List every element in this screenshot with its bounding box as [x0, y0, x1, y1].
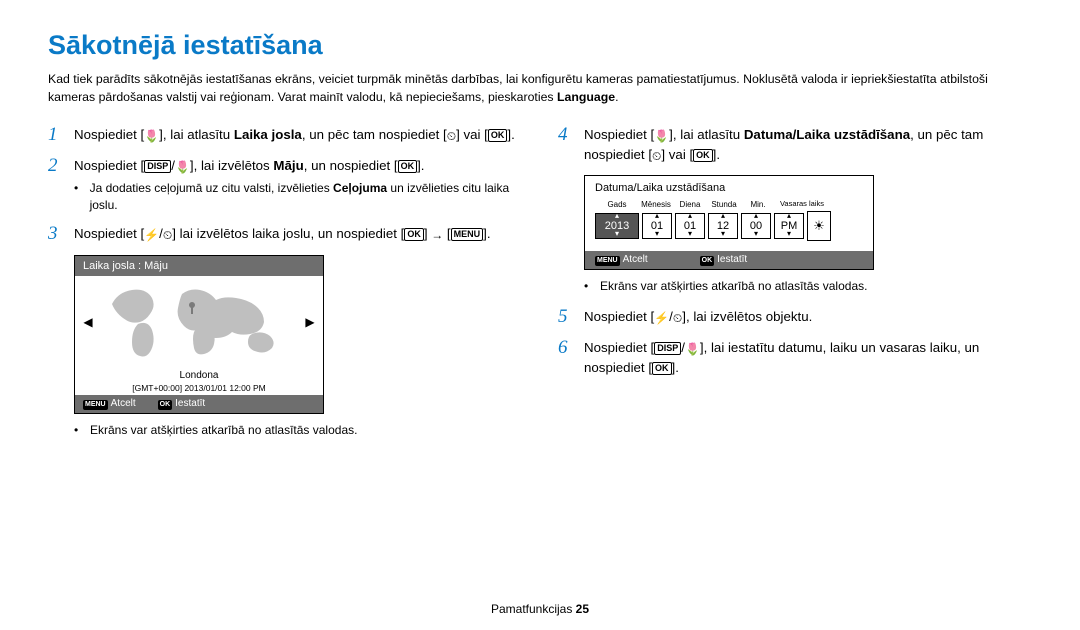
tz-gmt: [GMT+00:00] 2013/01/01 12:00 PM: [75, 383, 323, 395]
year-spinner[interactable]: ▴2013▾: [595, 213, 639, 239]
timezone-screenshot: Laika josla : Māju ◀ ▶: [74, 255, 324, 414]
intro-text: Kad tiek parādīts sākotnējās iestatīšana…: [48, 71, 1032, 107]
disp-icon: DISP: [654, 342, 681, 355]
tz-city: Londona: [75, 368, 323, 383]
ampm-spinner[interactable]: ▴PM▾: [774, 213, 804, 239]
month-spinner[interactable]: ▴01▾: [642, 213, 672, 239]
macro-icon: 🌷: [685, 340, 700, 358]
tz-next-button[interactable]: ▶: [303, 315, 317, 329]
step-number-4: 4: [558, 125, 574, 165]
menu-icon: MENU: [451, 228, 484, 241]
arrow-icon: →: [431, 226, 443, 244]
step-3-text: Nospiediet [⚡/⏲] lai izvēlētos laika jos…: [74, 224, 522, 245]
step-number-1: 1: [48, 125, 64, 146]
step-1-text: Nospiediet [🌷], lai atlasītu Laika josla…: [74, 125, 522, 146]
step-number-2: 2: [48, 156, 64, 215]
step-6-text: Nospiediet [DISP/🌷], lai iestatītu datum…: [584, 338, 1032, 378]
ok-icon: OK: [652, 362, 672, 375]
ok-icon: OK: [488, 129, 508, 142]
dt-title: Datuma/Laika uzstādīšana: [595, 182, 863, 194]
timer-icon: ⏲: [447, 127, 456, 145]
left-note: •Ekrāns var atšķirties atkarībā no atlas…: [74, 422, 522, 439]
dt-set-button[interactable]: OKIestatīt: [700, 254, 748, 266]
right-note: •Ekrāns var atšķirties atkarībā no atlas…: [584, 278, 1032, 295]
macro-icon: 🌷: [654, 127, 669, 145]
ok-icon: OK: [693, 149, 713, 162]
ok-icon: OK: [404, 228, 424, 241]
page-title: Sākotnējā iestatīšana: [48, 30, 1032, 61]
step-2-note: • Ja dodaties ceļojumā uz citu valsti, i…: [74, 180, 522, 215]
flash-icon: ⚡: [654, 309, 669, 327]
step-number-6: 6: [558, 338, 574, 378]
ok-icon: OK: [398, 160, 418, 173]
disp-icon: DISP: [144, 160, 171, 173]
dst-toggle[interactable]: ☀: [807, 211, 831, 241]
right-column: 4 Nospiediet [🌷], lai atlasītu Datuma/La…: [558, 125, 1032, 440]
tz-prev-button[interactable]: ◀: [81, 315, 95, 329]
footer: Pamatfunkcijas 25: [0, 602, 1080, 616]
world-map-icon: [104, 282, 294, 362]
minute-spinner[interactable]: ▴00▾: [741, 213, 771, 239]
step-number-3: 3: [48, 224, 64, 245]
dt-labels: Gads Mēnesis Diena Stunda Min. Vasaras l…: [595, 200, 863, 209]
timer-icon: ⏲: [652, 147, 661, 165]
timer-icon: ⏲: [673, 309, 682, 327]
step-number-5: 5: [558, 307, 574, 328]
tz-cancel-button[interactable]: MENUAtcelt: [83, 398, 136, 410]
macro-icon: 🌷: [175, 158, 190, 176]
flash-icon: ⚡: [144, 226, 159, 244]
timer-icon: ⏲: [163, 226, 172, 244]
datetime-screenshot: Datuma/Laika uzstādīšana Gads Mēnesis Di…: [584, 175, 874, 270]
dt-cancel-button[interactable]: MENUAtcelt: [595, 254, 648, 266]
tz-set-button[interactable]: OKIestatīt: [158, 398, 206, 410]
step-2-text: Nospiediet [DISP/🌷], lai izvēlētos Māju,…: [74, 156, 522, 215]
left-column: 1 Nospiediet [🌷], lai atlasītu Laika jos…: [48, 125, 522, 440]
step-5-text: Nospiediet [⚡/⏲], lai izvēlētos objektu.: [584, 307, 1032, 328]
tz-header: Laika josla : Māju: [75, 256, 323, 276]
hour-spinner[interactable]: ▴12▾: [708, 213, 738, 239]
day-spinner[interactable]: ▴01▾: [675, 213, 705, 239]
macro-icon: 🌷: [144, 127, 159, 145]
step-4-text: Nospiediet [🌷], lai atlasītu Datuma/Laik…: [584, 125, 1032, 165]
